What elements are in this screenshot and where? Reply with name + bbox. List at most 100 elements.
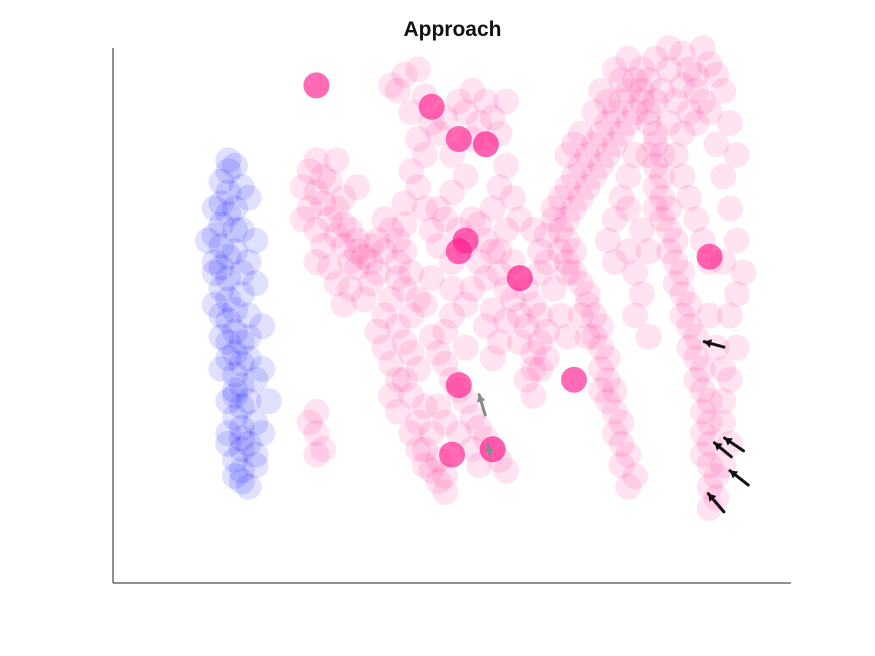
data-point: [588, 120, 615, 147]
data-point: [520, 356, 547, 382]
data-point: [486, 238, 513, 265]
data-point: [452, 334, 479, 361]
data-point: [201, 222, 228, 249]
data-point: [235, 184, 262, 211]
data-point: [581, 323, 608, 350]
data-point: [215, 243, 242, 270]
data-point: [676, 291, 703, 318]
data-point: [364, 259, 391, 286]
data-point: [289, 206, 316, 233]
data-point: [588, 334, 615, 361]
data-point: [554, 323, 581, 350]
data-point: [649, 163, 676, 190]
data-point: [601, 377, 628, 404]
data-point: [222, 152, 248, 179]
data-point: [561, 259, 587, 286]
data-point: [472, 131, 499, 158]
data-point: [561, 238, 587, 265]
data-point: [418, 420, 445, 447]
data-point: [656, 195, 682, 222]
data-point: [398, 158, 425, 185]
data-point: [459, 404, 486, 431]
data-point: [337, 249, 364, 275]
data-point: [323, 147, 350, 174]
data-point: [208, 168, 235, 195]
data-point: [418, 265, 445, 292]
data-point: [249, 313, 276, 340]
data-point: [662, 142, 689, 168]
data-point: [520, 216, 547, 243]
data-point: [608, 88, 635, 115]
data-point: [649, 184, 676, 211]
data-point: [215, 286, 242, 313]
data-point: [567, 302, 594, 329]
data-point: [683, 61, 710, 88]
data-point: [669, 120, 696, 147]
data-point: [222, 382, 248, 409]
data-point: [323, 195, 350, 222]
data-point: [710, 409, 737, 436]
data-point: [378, 350, 404, 377]
data-point: [432, 206, 459, 233]
data-point: [527, 302, 554, 329]
data-point: [540, 195, 567, 222]
data-point: [228, 414, 255, 441]
data-point: [384, 227, 411, 254]
data-point: [411, 436, 438, 463]
data-point: [242, 366, 269, 393]
data-point: [520, 291, 547, 318]
data-point: [201, 249, 228, 275]
data-point: [235, 302, 262, 329]
data-point: [696, 473, 723, 500]
data-point: [676, 313, 703, 340]
data-point: [561, 131, 587, 158]
data-point: [689, 356, 716, 382]
data-point: [662, 88, 689, 115]
data-point: [472, 313, 499, 340]
arrow-marker: [728, 469, 750, 487]
data-point: [656, 109, 682, 136]
data-point: [581, 99, 608, 126]
data-point: [689, 377, 716, 404]
data-point: [303, 216, 330, 243]
data-point: [628, 56, 655, 83]
data-point: [608, 120, 635, 147]
data-point: [622, 142, 649, 168]
data-point: [622, 99, 649, 126]
data-point: [717, 195, 743, 222]
data-point: [628, 281, 655, 308]
data-point: [717, 109, 743, 136]
data-point: [398, 259, 425, 286]
data-point: [303, 72, 330, 99]
data-point: [452, 99, 479, 126]
data-point: [215, 329, 242, 356]
data-point: [588, 313, 615, 340]
data-point: [208, 254, 235, 281]
data-point: [479, 297, 506, 324]
data-point: [561, 366, 587, 393]
data-point: [310, 190, 337, 217]
data-point: [215, 420, 242, 447]
data-point: [500, 184, 526, 211]
data-point: [215, 265, 242, 292]
data-point: [235, 473, 262, 500]
data-point: [608, 67, 635, 94]
data-point: [222, 238, 248, 265]
data-point: [472, 227, 499, 254]
data-point: [642, 152, 669, 179]
data-point: [547, 302, 574, 329]
data-point: [615, 109, 642, 136]
data-point: [228, 329, 255, 356]
data-point: [459, 77, 486, 104]
data-point: [533, 249, 560, 275]
data-point: [215, 200, 242, 227]
data-point: [317, 168, 343, 195]
data-point: [330, 291, 357, 318]
data-point: [649, 206, 676, 233]
data-point: [330, 184, 357, 211]
data-point: [398, 382, 425, 409]
data-point: [513, 366, 540, 393]
data-point: [669, 281, 696, 308]
data-point: [303, 249, 330, 275]
